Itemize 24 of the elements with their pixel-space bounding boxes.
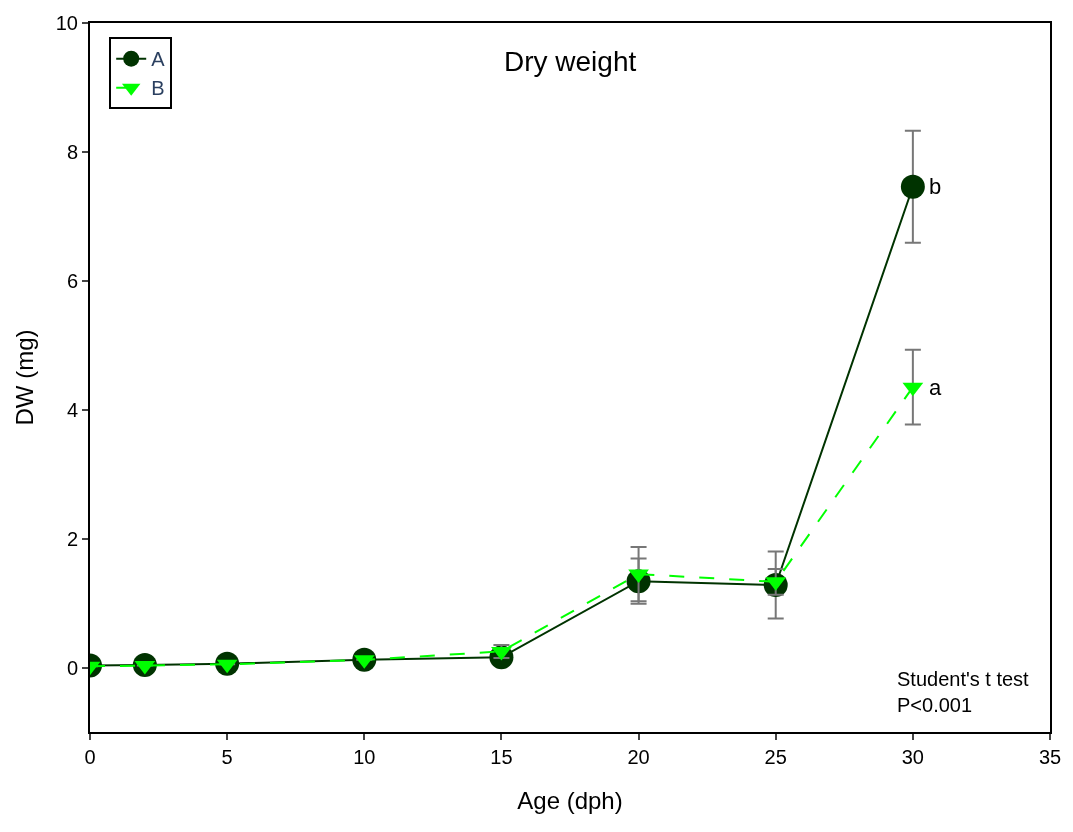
x-axis-title: Age (dph) [517,786,623,814]
y-tick-label: 10 [55,12,78,34]
annotation: Student's t test P<0.001 [897,668,1030,716]
x-tick-label: 5 [221,746,233,768]
y-axis-title: DW (mg) [11,329,39,426]
y-tick-label: 4 [66,398,78,421]
annotation: b [929,174,942,199]
point [900,174,925,199]
y-tick-label: 8 [66,140,78,163]
annotation: a [929,375,942,400]
legend-label: B [151,77,165,100]
y-tick-label: 0 [66,656,78,679]
x-tick-label: 35 [1038,746,1062,768]
x-tick-label: 20 [627,746,650,768]
y-tick-label: 2 [66,527,78,550]
x-tick-label: 15 [490,746,513,768]
x-tick-label: 0 [84,746,96,768]
legend-label: A [151,48,166,71]
y-tick-label: 6 [66,269,78,292]
x-tick-label: 10 [353,746,376,768]
x-tick-label: 25 [764,746,787,768]
text: Dry weight [504,46,637,77]
point [628,569,649,584]
x-tick-label: 30 [901,746,924,768]
